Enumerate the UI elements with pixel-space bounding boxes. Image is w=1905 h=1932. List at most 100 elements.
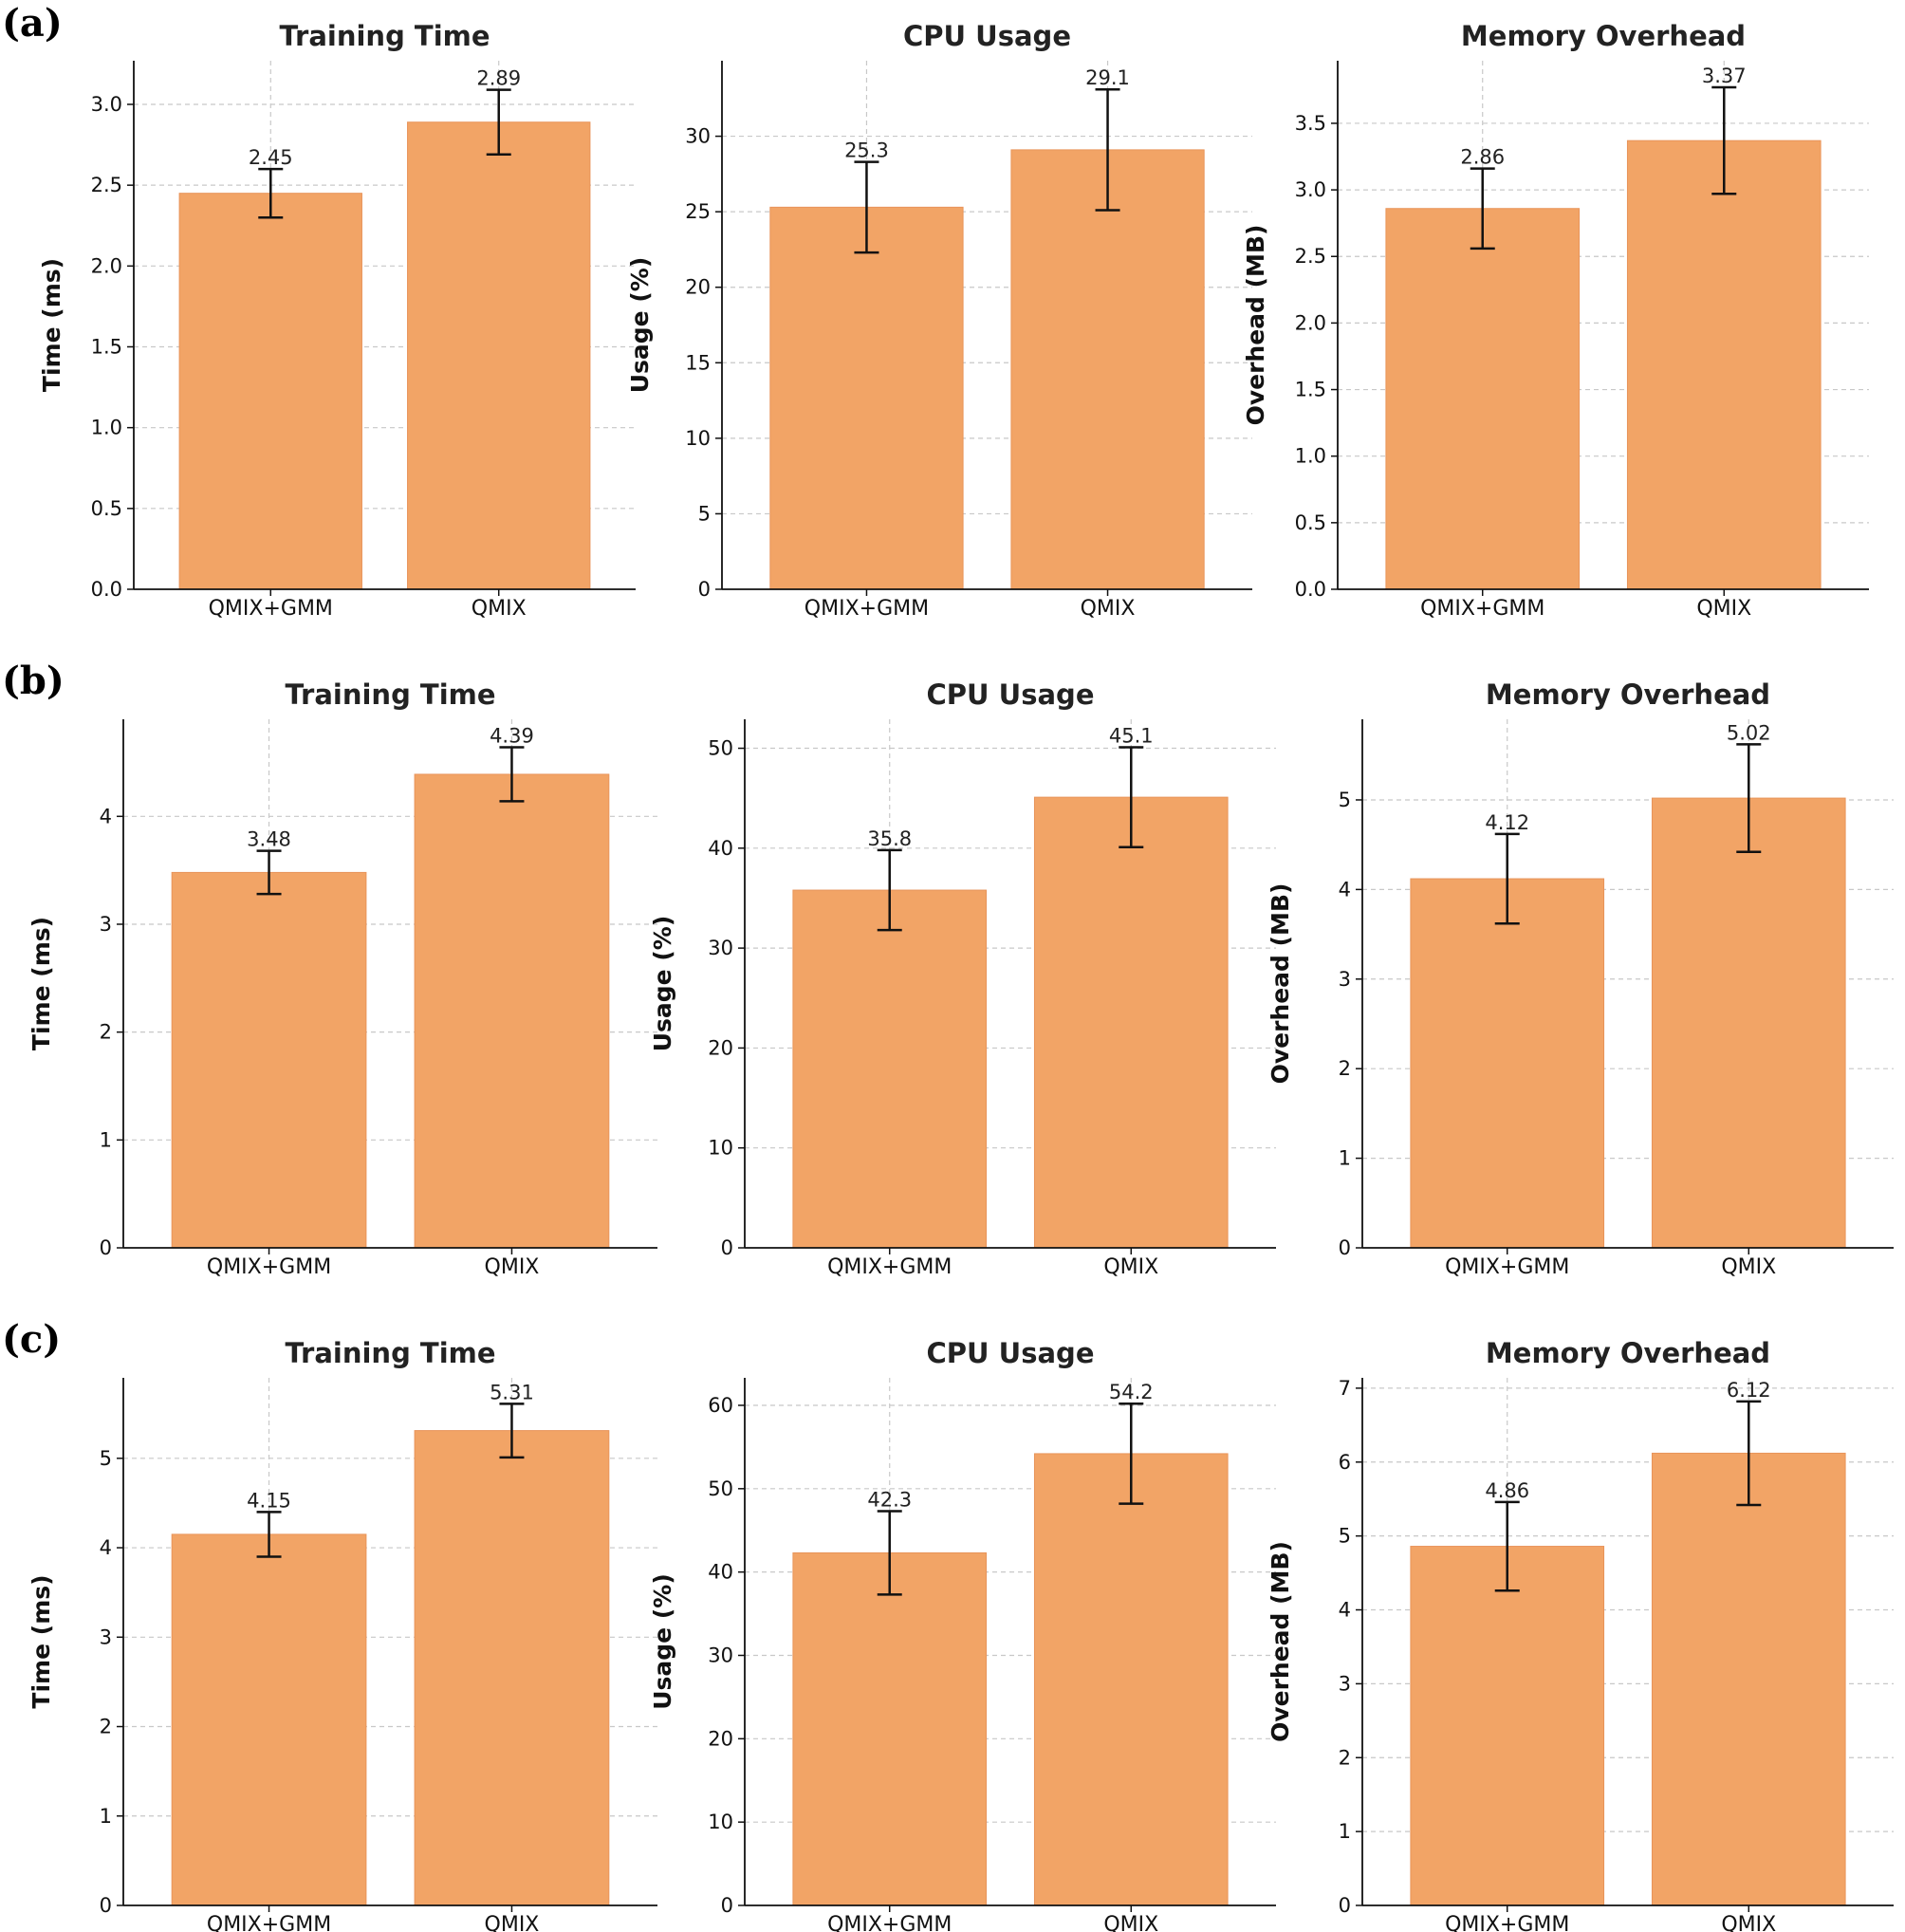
data-label: 2.45: [249, 146, 293, 169]
chart-title: CPU Usage: [903, 20, 1071, 52]
subplot-6: 0 1 2 3 4 5 4.12 5.02 QMIX+GMM QMIX Memory Overhea…: [1267, 678, 1894, 1279]
chart-title: Memory Overhead: [1486, 1337, 1770, 1369]
bar: [792, 889, 988, 1249]
data-label: 25.3: [844, 139, 889, 162]
bar: [1626, 139, 1822, 590]
x-tick-label: QMIX+GMM: [207, 1255, 331, 1279]
y-tick-label: 15: [685, 351, 711, 374]
data-label: 5.31: [490, 1381, 534, 1403]
x-tick-label: QMIX+GMM: [1420, 597, 1544, 621]
y-axis-label: Time (ms): [28, 917, 55, 1050]
y-tick-label: 6: [1339, 1451, 1351, 1474]
x-tick-label: QMIX: [1721, 1913, 1776, 1932]
bar: [414, 1430, 610, 1906]
x-tick-label: QMIX: [1696, 597, 1751, 621]
y-tick-label: 5: [698, 502, 711, 525]
y-tick-label: 4: [100, 1536, 112, 1559]
y-tick-label: 2.0: [1295, 311, 1326, 334]
y-tick-label: 3.0: [91, 93, 122, 116]
x-tick-label: QMIX: [1721, 1255, 1776, 1279]
data-label: 2.89: [476, 67, 521, 90]
x-tick-label: QMIX: [472, 597, 527, 621]
y-tick-label: 0.0: [91, 578, 122, 601]
chart-title: Training Time: [285, 1337, 495, 1369]
y-tick-label: 3: [100, 913, 112, 936]
bar: [1033, 1453, 1229, 1906]
subplot-1: 0.0 0.5 1.0 1.5 2.0 2.5 3.0 2.45 2.89 QMIX+GMM QMI…: [38, 20, 636, 621]
bar: [407, 121, 591, 590]
x-tick-label: QMIX+GMM: [827, 1255, 952, 1279]
x-tick-label: QMIX: [1081, 597, 1136, 621]
y-tick-label: 0.0: [1295, 578, 1326, 601]
bar: [178, 193, 362, 590]
y-tick-label: 1: [100, 1128, 112, 1151]
y-tick-label: 40: [708, 1561, 733, 1584]
y-tick-label: 0: [1339, 1236, 1351, 1259]
y-tick-label: 3: [1339, 1672, 1351, 1695]
bar: [171, 1533, 367, 1906]
y-tick-label: 0.5: [91, 497, 122, 520]
y-tick-label: 1.5: [91, 335, 122, 358]
subplot-2: 0 5 10 15 20 25 30 25.3 29.1 QMIX+GMM QMIX CPU Usag…: [626, 20, 1252, 621]
y-tick-label: 1: [100, 1805, 112, 1828]
y-tick-label: 30: [708, 937, 733, 959]
chart-title: Training Time: [279, 20, 490, 52]
y-tick-label: 4: [1339, 1599, 1351, 1622]
data-label: 45.1: [1109, 724, 1154, 747]
y-tick-label: 0: [100, 1236, 112, 1259]
y-tick-label: 0: [721, 1894, 733, 1917]
y-tick-label: 3.5: [1295, 112, 1326, 135]
data-label: 4.15: [247, 1489, 291, 1512]
panel-label: (a): [2, 1, 63, 46]
bar: [1410, 878, 1605, 1249]
y-tick-label: 10: [685, 427, 711, 450]
data-label: 2.86: [1460, 146, 1505, 169]
y-tick-label: 2: [100, 1716, 112, 1738]
y-tick-label: 3.0: [1295, 178, 1326, 201]
data-label: 4.86: [1485, 1479, 1529, 1502]
data-label: 3.48: [247, 828, 291, 851]
x-tick-label: QMIX+GMM: [1445, 1913, 1569, 1932]
bar: [171, 871, 367, 1249]
chart-title: CPU Usage: [927, 678, 1095, 711]
y-tick-label: 2.5: [91, 174, 122, 196]
bar: [414, 773, 610, 1249]
y-tick-label: 5: [1339, 1525, 1351, 1548]
x-tick-label: QMIX: [485, 1913, 540, 1932]
y-tick-label: 20: [708, 1727, 733, 1750]
subplot-5: 0 10 20 30 40 50 35.8 45.1 QMIX+GMM QMIX CPU Usage…: [649, 678, 1276, 1279]
bar: [792, 1551, 988, 1906]
chart-title: Memory Overhead: [1486, 678, 1770, 711]
y-axis-label: Overhead (MB): [1242, 225, 1269, 426]
y-axis-label: Time (ms): [28, 1574, 55, 1708]
x-tick-label: QMIX: [1103, 1913, 1158, 1932]
data-label: 4.12: [1485, 811, 1529, 834]
bar: [1385, 208, 1581, 590]
chart-title: Training Time: [285, 678, 495, 711]
y-tick-label: 5: [100, 1447, 112, 1470]
y-tick-label: 3: [1339, 968, 1351, 991]
y-tick-label: 0: [698, 578, 711, 601]
y-tick-label: 1.5: [1295, 379, 1326, 401]
y-tick-label: 2: [1339, 1746, 1351, 1769]
y-tick-label: 20: [708, 1036, 733, 1059]
data-label: 54.2: [1109, 1381, 1154, 1403]
y-tick-label: 2: [1339, 1057, 1351, 1080]
y-axis-label: Overhead (MB): [1267, 883, 1294, 1085]
chart-title: Memory Overhead: [1461, 20, 1746, 52]
bar: [1651, 1452, 1846, 1906]
subplot-7: 0 1 2 3 4 5 4.15 5.31 QMIX+GMM QMIX Training Time T…: [28, 1337, 657, 1932]
data-label: 42.3: [867, 1489, 912, 1512]
y-tick-label: 10: [708, 1811, 733, 1833]
y-axis-label: Usage (%): [649, 916, 676, 1052]
subplot-8: 0 10 20 30 40 50 60 42.3 54.2 QMIX+GMM QMIX CPU Usa…: [649, 1337, 1276, 1932]
x-tick-label: QMIX: [485, 1255, 540, 1279]
y-tick-label: 40: [708, 837, 733, 860]
subplot-4: 0 1 2 3 4 3.48 4.39 QMIX+GMM QMIX Training Time Ti…: [28, 678, 657, 1279]
bar: [1010, 149, 1205, 590]
y-tick-label: 30: [685, 125, 711, 148]
panel-label: (b): [2, 659, 65, 703]
y-tick-label: 1: [1339, 1147, 1351, 1170]
subplot-3: 0.0 0.5 1.0 1.5 2.0 2.5 3.0 3.5 2.86 3.37 QMIX+GMM…: [1242, 20, 1869, 621]
